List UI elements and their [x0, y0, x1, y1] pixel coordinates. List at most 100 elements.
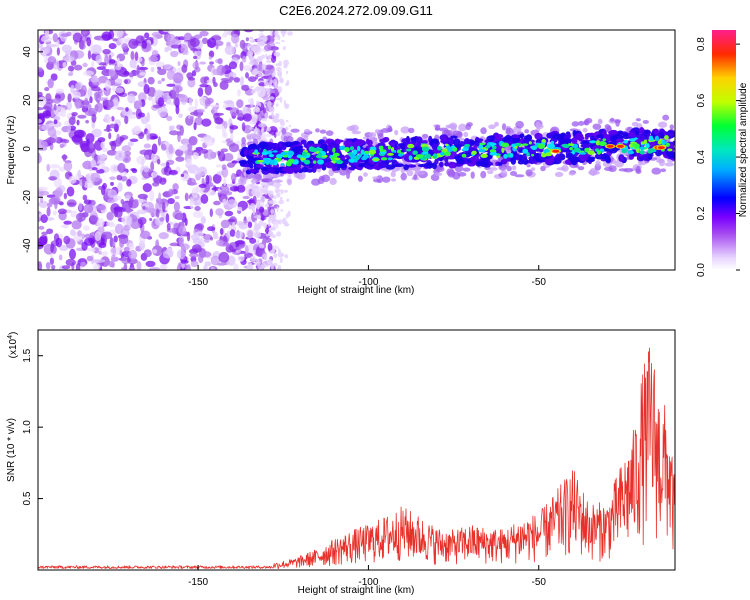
- noise-blob: [91, 86, 101, 92]
- signal-halo: [390, 178, 397, 182]
- noise-blob: [51, 264, 56, 270]
- noise-blob: [77, 169, 81, 178]
- signal-peak: [268, 159, 275, 165]
- noise-blob: [45, 137, 56, 144]
- signal-halo: [595, 160, 601, 167]
- spectrogram-y-tick-label: 0: [22, 146, 33, 152]
- noise-blob: [277, 34, 281, 41]
- noise-blob: [247, 264, 254, 270]
- noise-blob: [55, 88, 65, 94]
- noise-blob: [176, 249, 186, 260]
- signal-core: [566, 133, 572, 140]
- noise-blob: [185, 158, 193, 167]
- noise-blob: [90, 44, 102, 55]
- signal-peak: [406, 148, 412, 152]
- noise-blob: [204, 139, 215, 147]
- noise-blob: [151, 49, 159, 57]
- noise-blob: [180, 43, 188, 55]
- noise-blob: [141, 40, 148, 49]
- noise-blob: [67, 72, 73, 77]
- noise-blob: [68, 248, 77, 260]
- signal-peak: [478, 148, 486, 153]
- signal-core: [456, 158, 465, 165]
- noise-blob: [261, 117, 268, 122]
- signal-halo: [577, 166, 585, 171]
- noise-blob: [272, 118, 280, 123]
- noise-blob: [264, 64, 274, 70]
- signal-peak: [514, 142, 521, 147]
- signal-halo: [249, 133, 258, 137]
- noise-blob: [280, 209, 284, 212]
- noise-blob: [66, 31, 72, 37]
- noise-blob: [264, 203, 270, 208]
- noise-blob: [104, 79, 112, 91]
- noise-blob: [50, 73, 58, 81]
- colorbar-tick-label: 0.0: [696, 263, 707, 277]
- signal-peak: [261, 151, 269, 156]
- noise-blob: [119, 239, 125, 248]
- signal-peak: [489, 152, 498, 156]
- signal-core: [424, 162, 434, 169]
- noise-blob: [83, 233, 94, 239]
- signal-core: [522, 158, 529, 165]
- noise-blob: [59, 143, 64, 149]
- noise-blob: [38, 200, 49, 208]
- noise-blob: [159, 177, 167, 185]
- noise-blob: [270, 30, 273, 37]
- snr-y-tick-label: 0.5: [22, 491, 33, 505]
- noise-blob: [146, 130, 150, 141]
- signal-core: [293, 166, 302, 171]
- noise-blob: [273, 52, 279, 57]
- noise-blob: [194, 98, 198, 109]
- noise-blob: [279, 257, 283, 264]
- signal-peak: [509, 152, 514, 158]
- noise-blob: [131, 126, 142, 135]
- noise-blob: [222, 132, 228, 138]
- signal-core: [665, 150, 673, 156]
- noise-blob: [279, 196, 283, 201]
- noise-blob: [85, 133, 95, 144]
- signal-peak: [530, 145, 538, 151]
- noise-blob: [38, 106, 44, 111]
- noise-blob: [148, 55, 159, 62]
- noise-blob: [275, 103, 279, 107]
- noise-blob: [261, 126, 265, 133]
- noise-blob: [83, 180, 95, 189]
- signal-halo: [257, 130, 263, 138]
- noise-blob: [250, 44, 256, 52]
- noise-blob: [224, 30, 228, 36]
- noise-blob: [265, 133, 273, 138]
- signal-core: [434, 158, 439, 165]
- signal-core: [301, 166, 309, 173]
- signal-core: [394, 163, 405, 168]
- noise-blob: [255, 105, 260, 112]
- signal-core: [444, 161, 450, 167]
- signal-core: [596, 134, 604, 139]
- noise-blob: [199, 83, 209, 88]
- noise-blob: [224, 45, 236, 56]
- noise-blob: [94, 231, 102, 242]
- signal-peak: [464, 144, 468, 148]
- noise-blob: [83, 70, 94, 77]
- noise-blob: [80, 261, 87, 268]
- signal-halo: [514, 174, 525, 178]
- signal-halo: [351, 130, 362, 135]
- noise-blob: [128, 267, 136, 270]
- signal-halo: [578, 120, 585, 126]
- noise-blob: [266, 127, 271, 132]
- noise-blob: [70, 84, 75, 94]
- noise-blob: [209, 236, 214, 241]
- noise-blob: [159, 264, 166, 270]
- spectrogram-x-tick-label: -50: [532, 277, 547, 288]
- signal-halo: [357, 175, 363, 182]
- noise-blob: [243, 220, 249, 224]
- signal-core: [628, 131, 636, 138]
- noise-blob: [38, 186, 48, 192]
- signal-peak: [526, 152, 530, 157]
- signal-peak: [335, 160, 344, 165]
- signal-peak: [356, 154, 361, 159]
- noise-blob: [247, 76, 257, 83]
- noise-blob: [92, 263, 101, 270]
- noise-blob: [184, 217, 188, 227]
- signal-halo: [651, 167, 662, 175]
